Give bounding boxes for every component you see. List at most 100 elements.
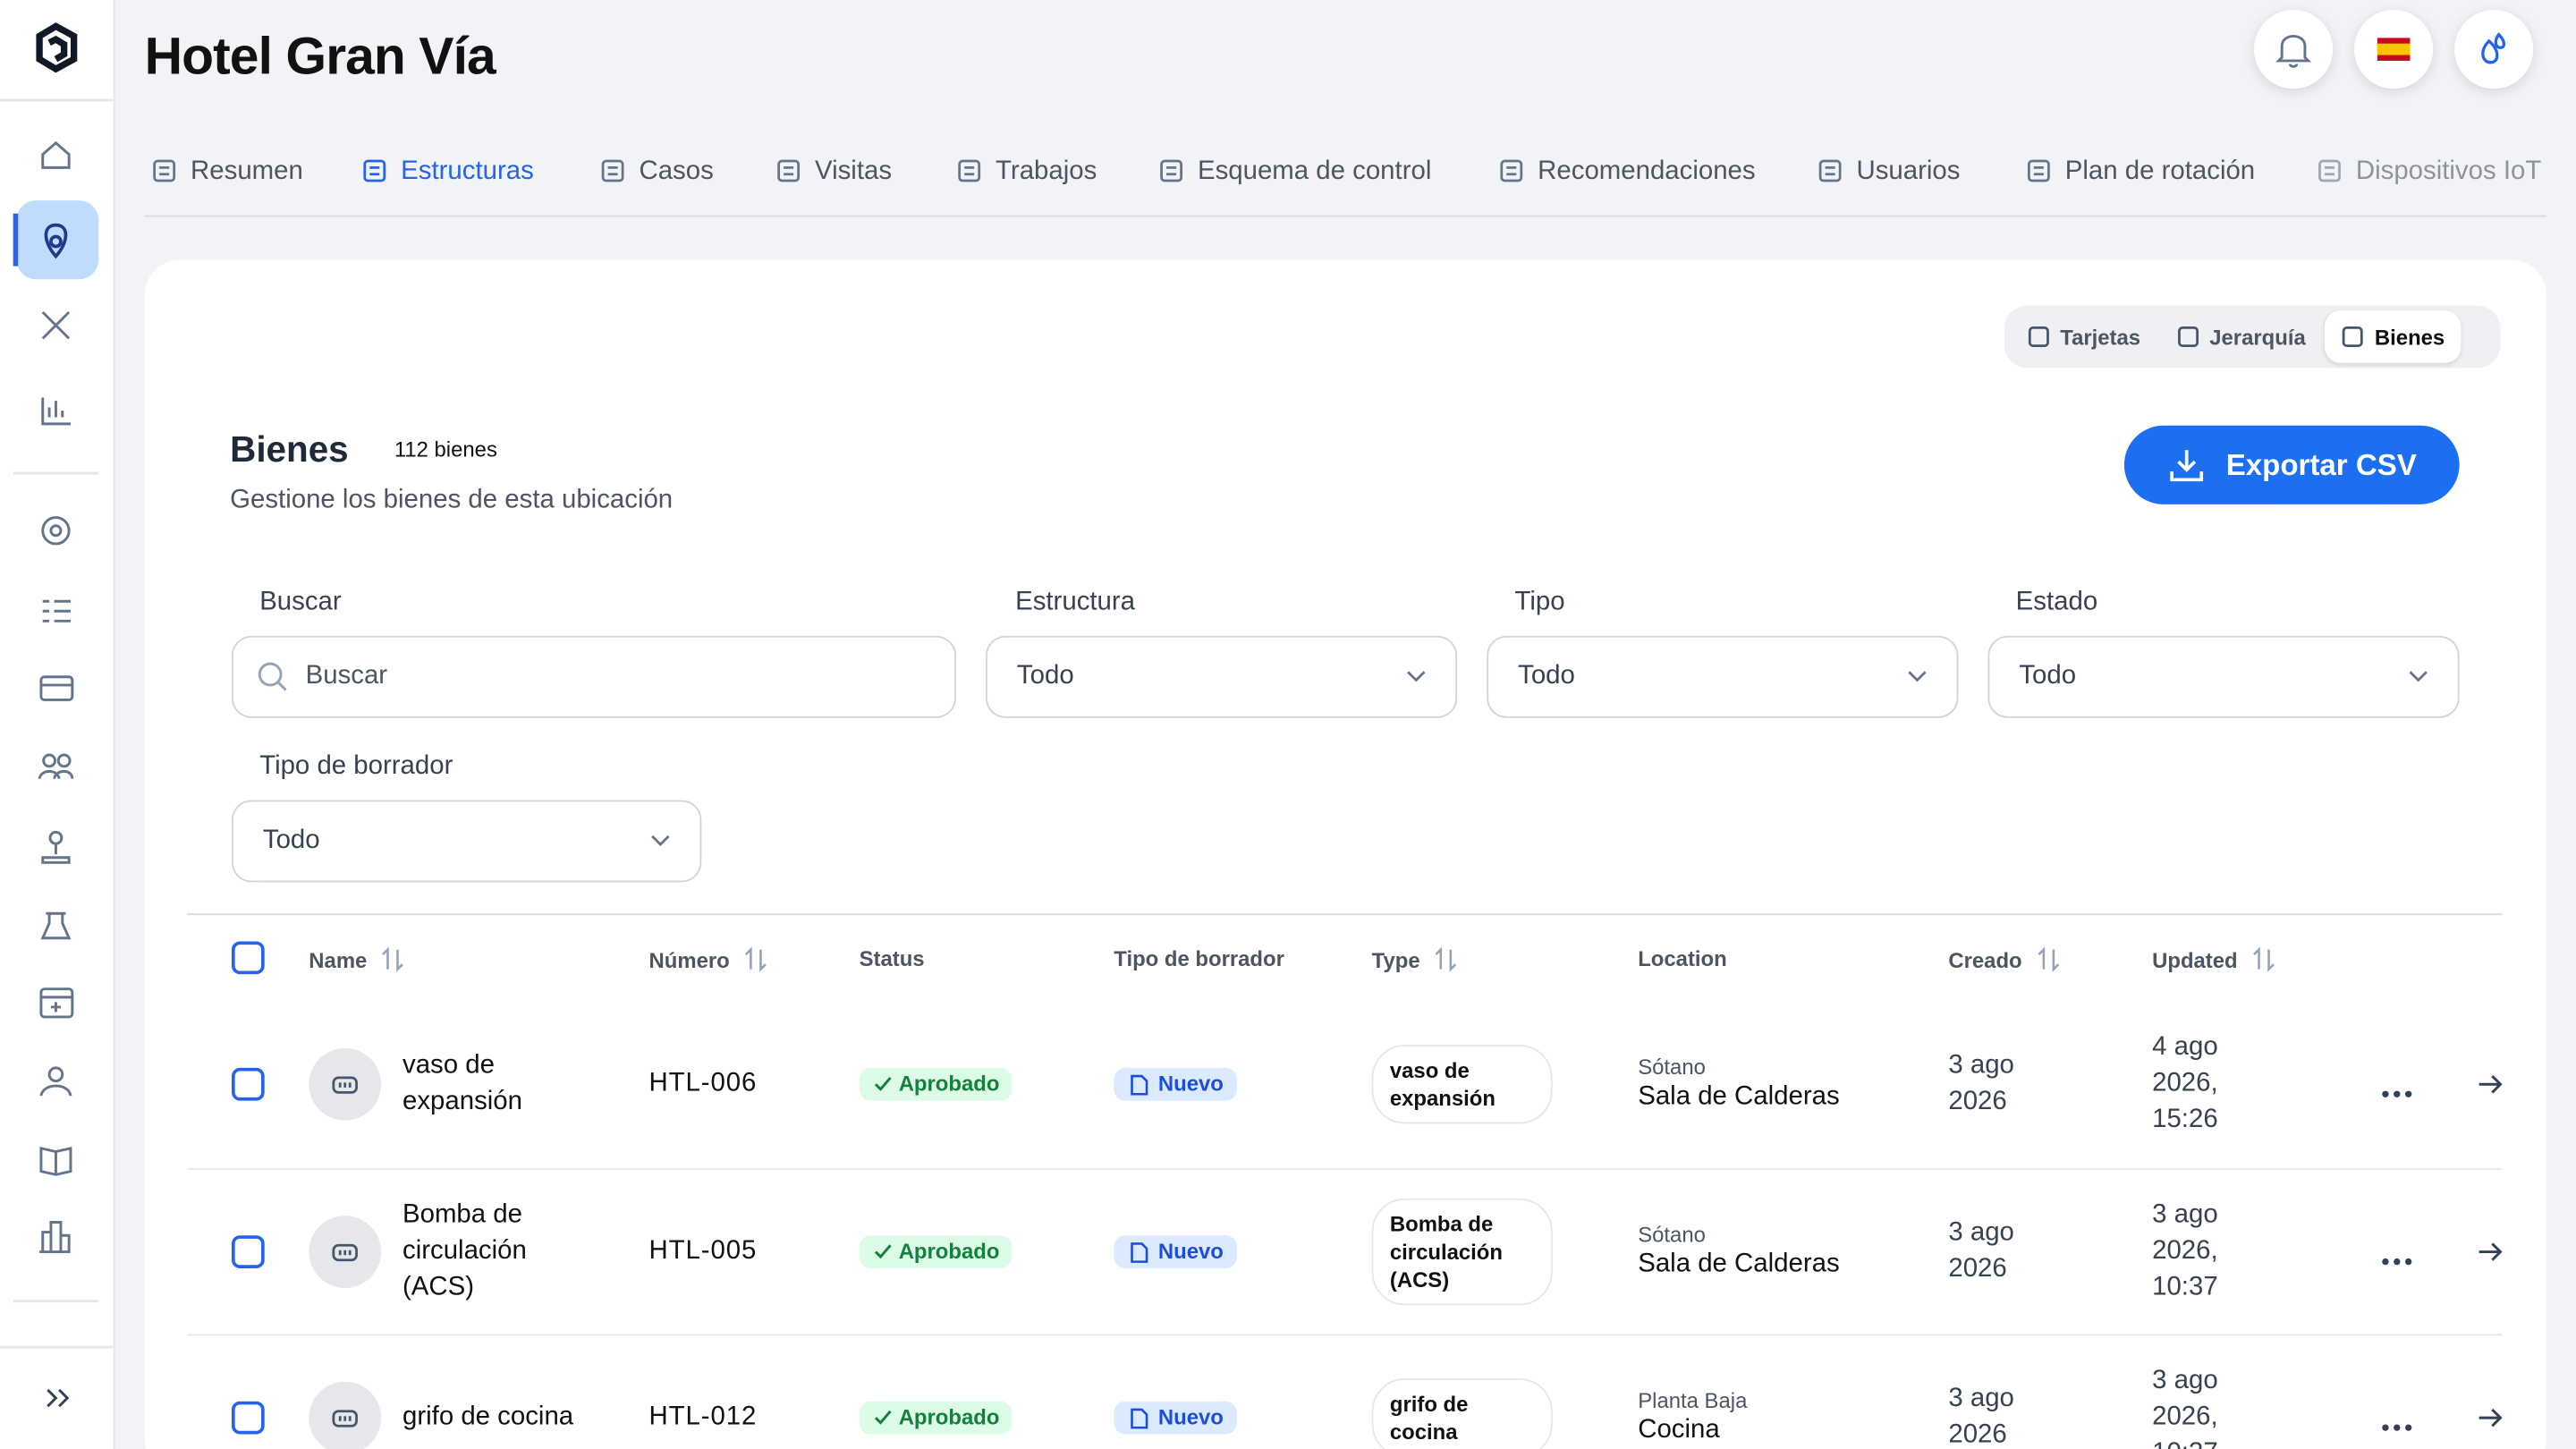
column-header-label: Updated [2152,946,2238,972]
collapse[interactable] [47,1388,70,1408]
asset-number: HTL-012 [648,1402,758,1431]
asset-number: HTL-005 [648,1237,758,1266]
row-open[interactable] [2478,1406,2504,1437]
logo [36,22,78,73]
tab[interactable]: Esquema de control [1158,151,1431,216]
view-option-label: Tarjetas [2060,324,2141,350]
filter-label: Tipo [1514,588,1565,616]
asset-icon [309,1381,382,1449]
account[interactable] [2454,10,2534,89]
row-checkbox[interactable] [231,1067,265,1101]
content-card: Tarjetas Jerarquía Bienes Bienes 112 biene… [144,259,2546,1449]
column-header[interactable]: Número [649,946,769,972]
column-header: Tipo de borrador [1114,946,1284,971]
tab-label: Estructuras [401,157,534,186]
tab-label: Recomendaciones [1538,157,1756,186]
filter-value: Todo [2019,662,2077,691]
export-label: Exportar CSV [2225,447,2417,481]
type-badge: Bomba de circulación (ACS) [1371,1198,1553,1306]
active-nav[interactable] [16,200,99,280]
view-toggle: Tarjetas Jerarquía Bienes [2004,305,2501,369]
status-badge: Aprobado [859,1401,1013,1435]
location-room: Sala de Calderas [1638,1250,1840,1278]
row-separator [187,1334,2503,1336]
tab[interactable]: Plan de rotación [2026,151,2255,216]
column-header-label: Location [1638,945,1727,971]
location-room: Cocina [1638,1416,1720,1445]
row-checkbox[interactable] [231,1401,265,1435]
asset-name: vaso de expansión [402,1051,522,1116]
type-badge: vaso de expansión [1371,1045,1553,1124]
column-header[interactable]: Type [1372,946,1460,972]
view-option-label: Jerarquía [2209,324,2306,350]
updated-date: 3 ago 2026, 10:37 [2152,1200,2218,1301]
column-header-label: Name [309,946,368,972]
row-menu[interactable] [2380,1078,2413,1107]
select-all[interactable] [231,941,265,975]
column-header[interactable]: Creado [1948,946,2061,972]
filter-select[interactable]: Todo [231,800,702,883]
asset-name: grifo de cocina [402,1402,574,1431]
row-checkbox[interactable] [231,1235,265,1268]
row-menu[interactable] [2380,1411,2413,1441]
column-header[interactable]: Updated [2152,946,2277,972]
filter-value: Todo [1518,662,1575,691]
column-header: Location [1638,946,1726,971]
status-badge: Aprobado [859,1067,1013,1101]
filter-label: Estado [2015,588,2098,616]
asset-icon [309,1047,382,1121]
section-title: Bienes [230,428,349,470]
export-button[interactable]: Exportar CSV [2123,425,2460,504]
asset-number: HTL-006 [648,1069,758,1097]
location-floor: Planta Baja [1638,1388,1748,1413]
language[interactable] [2354,10,2434,89]
tab[interactable]: Usuarios [1817,151,1960,216]
tab-label: Trabajos [996,157,1097,186]
row-separator [187,1167,2503,1170]
tab[interactable]: Visitas [775,151,892,216]
column-header[interactable]: Name [309,946,406,972]
view-option[interactable]: Tarjetas [2011,310,2157,363]
filter-select[interactable]: Todo [986,635,1458,718]
tab[interactable]: Dispositivos IoT [2317,151,2541,216]
tab-bar: Resumen Estructuras Casos Visitas Trabajos Es… [144,151,2546,217]
asset-icon [309,1216,382,1288]
tab-label: Casos [639,157,714,186]
filter-value: Todo [1016,662,1074,691]
tab-label: Plan de rotación [2064,157,2256,186]
filter-select[interactable]: Todo [1987,635,2460,718]
row-menu[interactable] [2380,1245,2413,1275]
view-option[interactable]: Bienes [2325,310,2462,363]
filter-select[interactable]: Todo [1487,635,1959,718]
created-date: 3 ago 2026 [1948,1218,2014,1284]
created-date: 3 ago 2026 [1948,1385,2014,1449]
view-option-label: Bienes [2374,324,2445,350]
view-option[interactable]: Jerarquía [2160,310,2322,363]
tab[interactable]: Resumen [151,151,303,216]
page-title: Hotel Gran Vía [144,26,496,86]
tab[interactable]: Recomendaciones [1498,151,1756,216]
tab-label: Esquema de control [1197,157,1432,186]
column-header-label: Type [1371,946,1420,972]
notifications[interactable] [2253,10,2334,89]
status-badge: Aprobado [859,1235,1013,1268]
column-header: Status [860,946,925,971]
search-input[interactable]: Buscar [231,635,956,718]
tab[interactable]: Casos [599,151,714,216]
row-open[interactable] [2478,1072,2504,1104]
section-subtitle: Gestione los bienes de esta ubicación [230,486,674,514]
tab-label: Dispositivos IoT [2355,157,2542,186]
asset-count: 112 bienes [394,436,497,462]
tab[interactable]: Trabajos [956,151,1097,216]
filter-label: Estructura [1015,588,1136,616]
updated-date: 4 ago 2026, 15:26 [2152,1033,2218,1134]
location-floor: Sótano [1638,1055,1706,1080]
tab-label: Visitas [815,157,893,186]
table-top-border [187,913,2503,916]
location-floor: Sótano [1638,1222,1706,1248]
asset-name: Bomba de circulación (ACS) [402,1200,527,1301]
row-open[interactable] [2478,1241,2504,1272]
tab[interactable]: Estructuras [361,151,534,216]
